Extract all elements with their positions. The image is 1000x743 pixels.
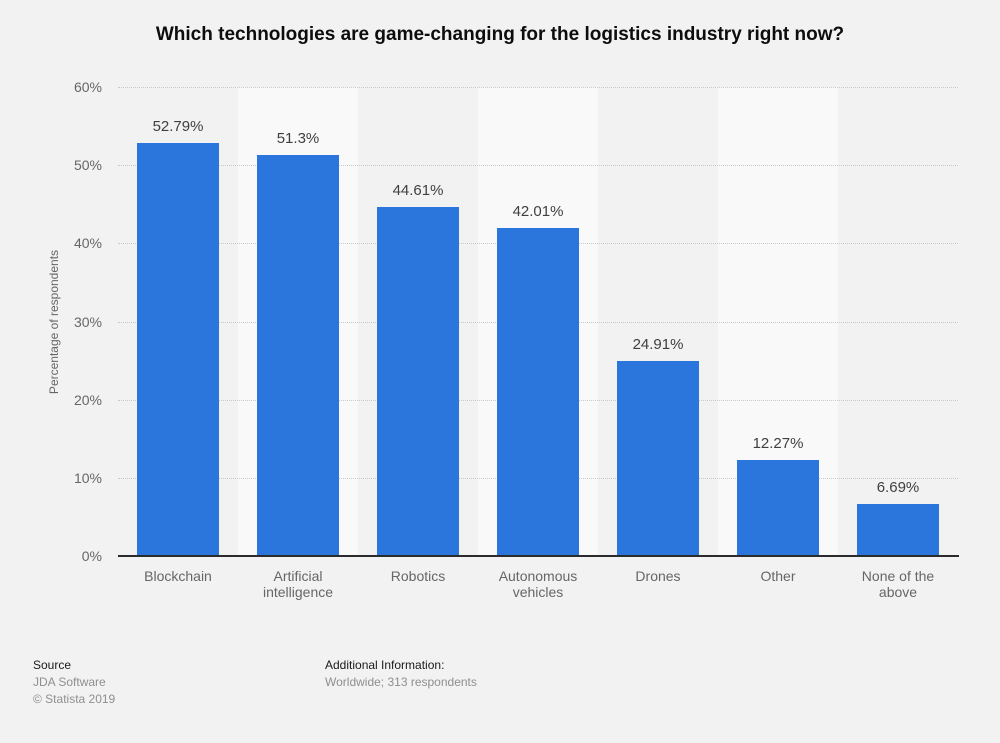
y-tick-label: 0% (81, 548, 102, 564)
bar-value-label: 42.01% (512, 202, 564, 220)
bar-value-label: 44.61% (392, 182, 444, 200)
gridline (118, 87, 958, 88)
bar-value-label: 12.27% (752, 435, 804, 453)
x-category-label: Autonomous vehicles (498, 568, 578, 600)
bar-artificial-intelligence (257, 155, 339, 556)
plot-area (118, 87, 958, 556)
bar-value-label: 6.69% (876, 478, 920, 496)
x-category-label: Robotics (390, 568, 446, 584)
additional-info-value: Worldwide; 313 respondents (325, 675, 477, 689)
x-category-cell: Blockchain (118, 568, 238, 602)
bar-none-of-the-above (857, 503, 939, 556)
copyright-notice: © Statista 2019 (33, 692, 116, 706)
x-category-label: Other (760, 568, 796, 584)
bar-blockchain (137, 143, 219, 556)
x-category-label: Blockchain (144, 568, 212, 584)
y-tick-label: 50% (73, 157, 102, 174)
bar-value-label: 52.79% (152, 118, 204, 136)
x-category-label: None of the above (861, 568, 935, 600)
x-category-cell: Robotics (358, 568, 478, 602)
chart-title: Which technologies are game-changing for… (155, 24, 845, 45)
x-category-cell: Autonomous vehicles (478, 568, 598, 602)
x-category-cell: None of the above (838, 568, 958, 602)
x-category-cell: Artificial intelligence (238, 568, 358, 602)
gridline (118, 165, 958, 167)
x-axis-line (118, 555, 959, 557)
y-tick-label: 60% (73, 79, 102, 95)
bar-autonomous-vehicles (497, 227, 579, 556)
bar-value-label: 51.3% (276, 130, 320, 147)
x-category-label: Drones (635, 568, 681, 584)
bar-value-label: 24.91% (632, 336, 684, 354)
x-category-cell: Drones (598, 568, 718, 602)
bar-robotics (377, 207, 459, 556)
x-category-label: Artificial intelligence (262, 568, 334, 600)
source-value: JDA Software (33, 675, 106, 689)
additional-info-label: Additional Information: (325, 658, 445, 672)
bar-other (737, 460, 819, 556)
x-axis-labels: Blockchain Artificial intelligence Robotic… (118, 568, 958, 602)
y-tick-label: 30% (73, 313, 102, 330)
x-category-cell: Other (718, 568, 838, 602)
y-tick-label: 20% (73, 391, 102, 408)
bar-drones (617, 361, 699, 556)
source-label: Source (33, 658, 72, 672)
y-tick-label: 40% (73, 235, 102, 252)
y-tick-label: 10% (73, 469, 102, 486)
